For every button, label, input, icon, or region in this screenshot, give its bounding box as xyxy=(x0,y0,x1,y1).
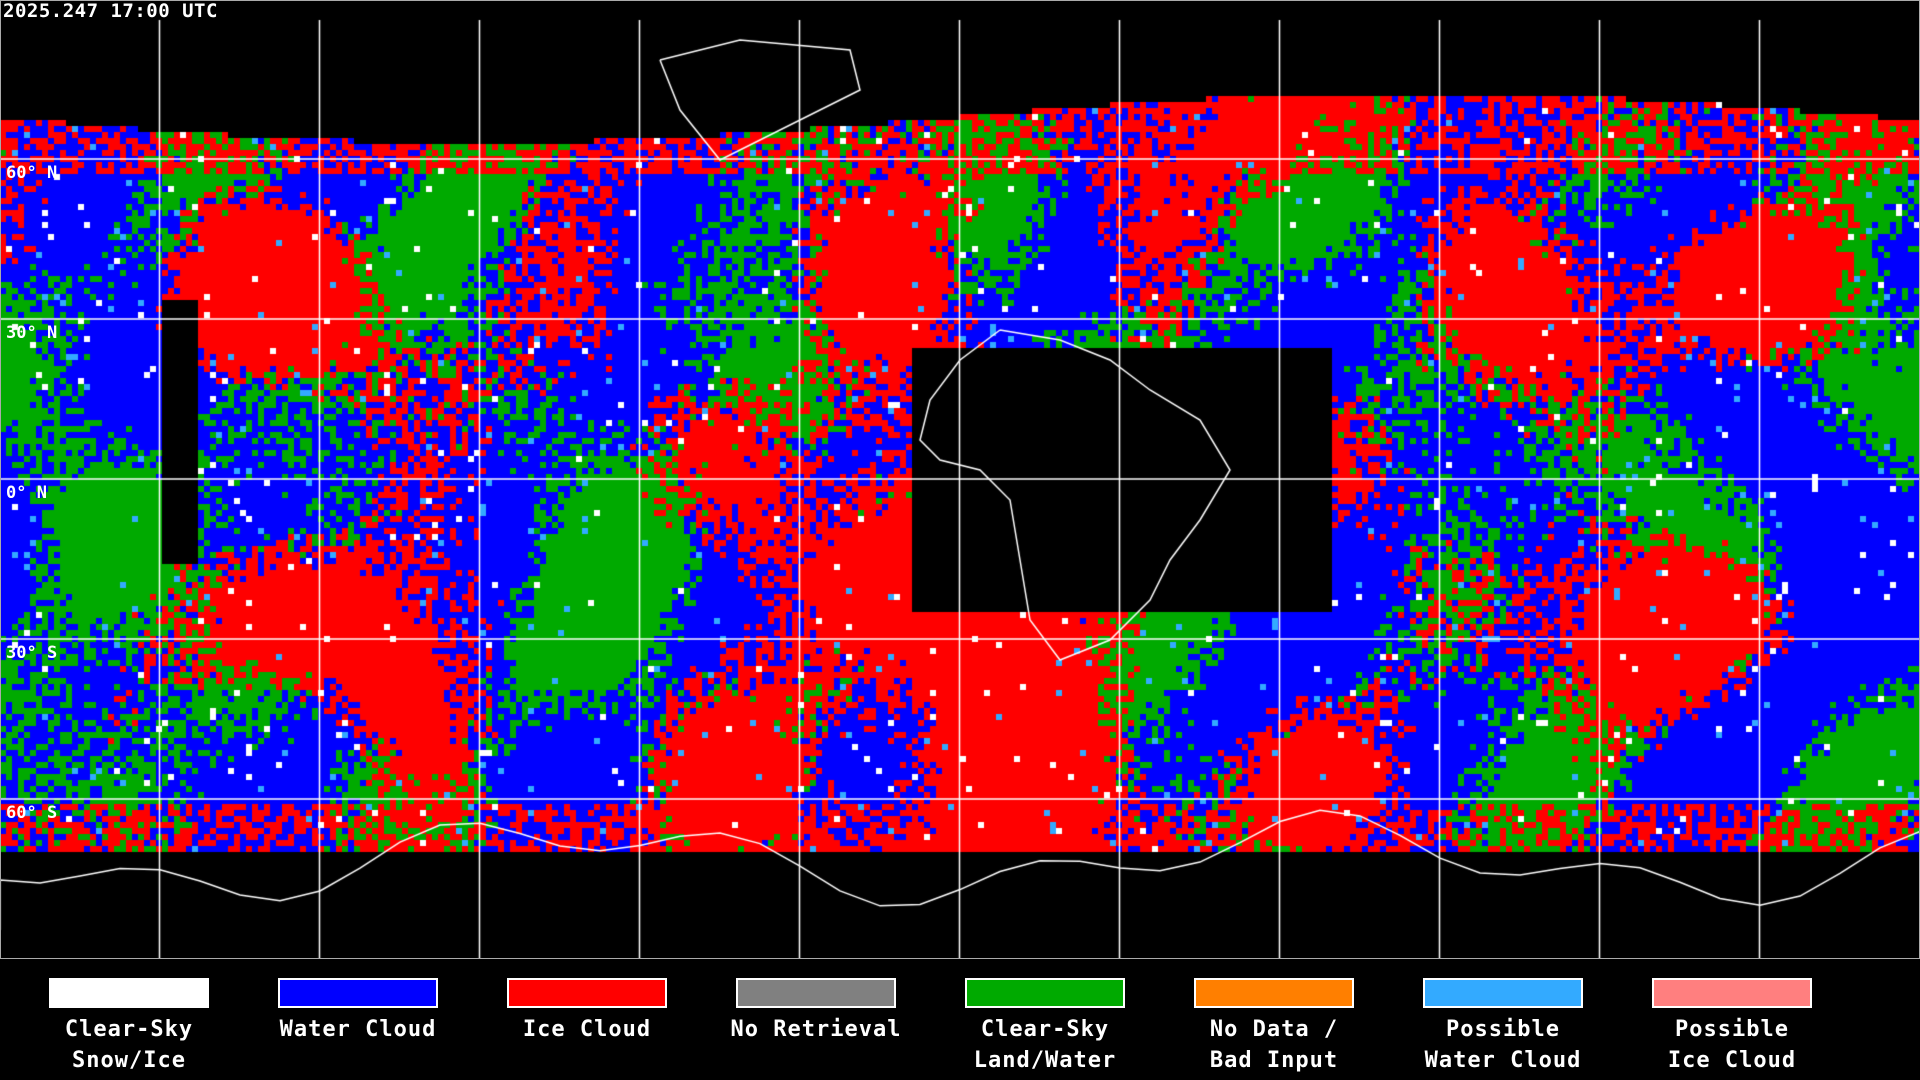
lat-label-30s: 30° S xyxy=(6,643,58,663)
legend-item-clear-sky-land-water: Clear-Sky Land/Water xyxy=(930,978,1160,1076)
legend-swatch xyxy=(278,978,438,1008)
cloud-phase-image xyxy=(0,0,1920,959)
legend-label: Possible Water Cloud xyxy=(1424,1017,1582,1073)
legend-item-possible-water-cloud: Possible Water Cloud xyxy=(1388,978,1618,1076)
legend-label: No Data / Bad Input xyxy=(1209,1017,1339,1073)
legend-swatch xyxy=(507,978,667,1008)
legend-swatch xyxy=(965,978,1125,1008)
legend-swatch xyxy=(1423,978,1583,1008)
legend-item-water-cloud: Water Cloud xyxy=(243,978,473,1045)
legend-item-clear-sky-snow-ice: Clear-Sky Snow/Ice xyxy=(14,978,244,1076)
lat-label-0n: 0° N xyxy=(6,483,47,503)
legend-item-possible-ice-cloud: Possible Ice Cloud xyxy=(1617,978,1847,1076)
legend-label: Ice Cloud xyxy=(522,1017,652,1042)
legend-swatch xyxy=(1194,978,1354,1008)
legend-item-no-retrieval: No Retrieval xyxy=(701,978,931,1045)
legend-swatch xyxy=(49,978,209,1008)
legend-label: Possible Ice Cloud xyxy=(1667,1017,1797,1073)
lat-label-30n: 30° N xyxy=(6,323,58,343)
lat-label-60n: 60° N xyxy=(6,163,58,183)
legend-item-ice-cloud: Ice Cloud xyxy=(472,978,702,1045)
legend-label: No Retrieval xyxy=(730,1017,902,1042)
legend-swatch xyxy=(1652,978,1812,1008)
legend-item-no-data: No Data / Bad Input xyxy=(1159,978,1389,1076)
legend-swatch xyxy=(736,978,896,1008)
legend-label: Clear-Sky Land/Water xyxy=(973,1017,1117,1073)
legend-label: Clear-Sky Snow/Ice xyxy=(64,1017,194,1073)
legend-label: Water Cloud xyxy=(279,1017,437,1042)
lat-label-60s: 60° S xyxy=(6,803,58,823)
legend: Clear-Sky Snow/Ice Water Cloud Ice Cloud… xyxy=(0,960,1920,1080)
cloud-phase-map: 2025.247 17:00 UTC 60° N 30° N 0° N 30° … xyxy=(0,0,1920,959)
timestamp: 2025.247 17:00 UTC xyxy=(3,0,218,22)
